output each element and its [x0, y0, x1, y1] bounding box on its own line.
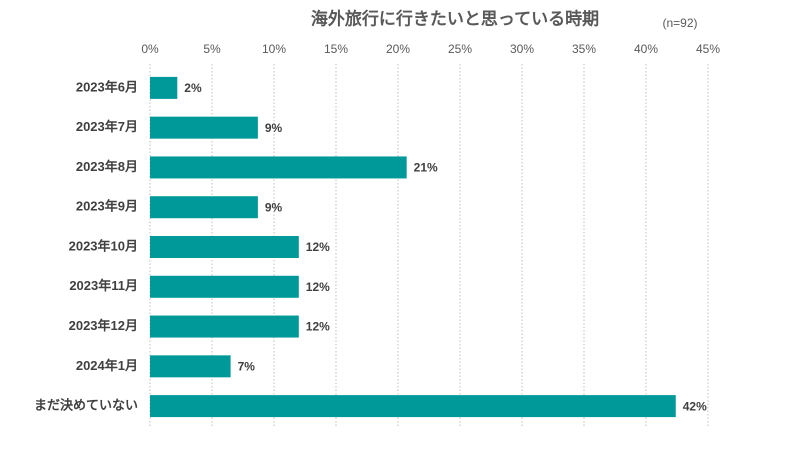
chart-subtitle: (n=92) — [662, 16, 697, 30]
y-tick-label: 2023年8月 — [76, 159, 138, 174]
x-tick-label: 40% — [634, 42, 658, 56]
bar — [150, 395, 676, 418]
value-label: 12% — [306, 320, 330, 334]
value-label: 21% — [414, 161, 438, 175]
bar — [150, 315, 299, 338]
bar — [150, 76, 178, 99]
bar — [150, 275, 299, 298]
x-tick-label: 25% — [448, 42, 472, 56]
bar — [150, 196, 258, 219]
y-tick-label: 2023年11月 — [69, 278, 138, 293]
bar — [150, 355, 231, 378]
value-label: 9% — [265, 121, 283, 135]
y-tick-label: 2023年10月 — [69, 238, 138, 253]
bar — [150, 156, 407, 179]
value-label: 9% — [265, 200, 283, 214]
x-tick-label: 10% — [262, 42, 286, 56]
y-tick-label: 2023年12月 — [69, 318, 138, 333]
bar — [150, 236, 299, 258]
chart-title: 海外旅行に行きたいと思っている時期 — [311, 8, 599, 28]
x-tick-label: 20% — [386, 42, 410, 56]
x-tick-label: 30% — [510, 42, 534, 56]
x-tick-label: 15% — [324, 42, 348, 56]
x-tick-label: 45% — [696, 42, 720, 56]
y-tick-label: まだ決めていない — [34, 398, 138, 413]
x-tick-label: 0% — [141, 42, 159, 56]
value-label: 12% — [306, 280, 330, 294]
x-tick-label: 35% — [572, 42, 596, 56]
y-tick-label: 2023年6月 — [76, 79, 138, 94]
y-tick-label: 2023年9月 — [76, 199, 138, 214]
value-label: 12% — [306, 240, 330, 254]
value-label: 2% — [184, 81, 202, 95]
value-label: 7% — [238, 360, 256, 374]
x-tick-label: 5% — [203, 42, 221, 56]
y-tick-label: 2024年1月 — [76, 358, 138, 373]
value-label: 42% — [683, 399, 707, 413]
bar — [150, 116, 258, 139]
y-tick-label: 2023年7月 — [76, 119, 138, 134]
